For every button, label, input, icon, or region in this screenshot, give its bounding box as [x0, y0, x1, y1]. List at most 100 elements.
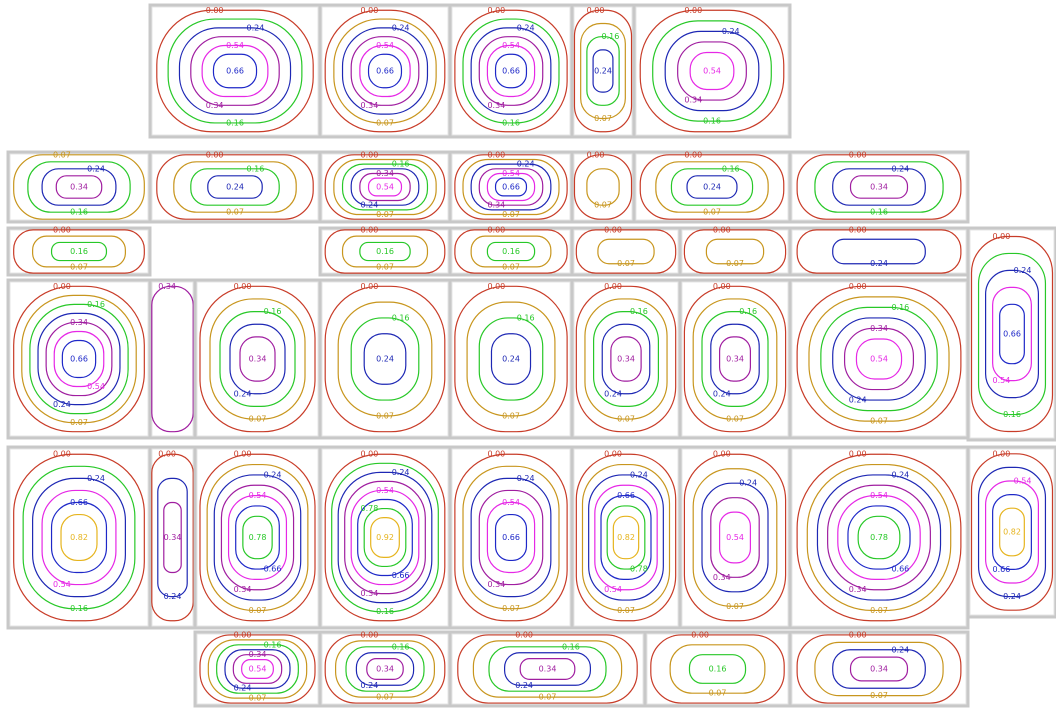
contour-label: 0.24: [360, 201, 378, 210]
contour-label: 0.00: [691, 630, 709, 639]
contour-label: 0.16: [70, 208, 88, 217]
contour-label: 0.54: [502, 41, 520, 50]
contour-label: 0.07: [53, 150, 71, 159]
contour-label: 0.00: [587, 6, 605, 15]
contour-label: 0.00: [487, 282, 505, 291]
contour-label: 0.24: [1014, 266, 1032, 275]
contour-label: 0.54: [604, 585, 622, 594]
contour-label: 0.16: [226, 118, 244, 127]
contour-label: 0.00: [849, 450, 867, 459]
contour-label: 0.54: [376, 486, 394, 495]
contour-label: 0.82: [617, 533, 635, 542]
contour-label: 0.24: [891, 645, 909, 654]
contour-label: 0.24: [849, 396, 867, 405]
contour-label: 0.82: [1003, 528, 1021, 537]
contour-label: 0.24: [234, 684, 252, 693]
contour-label: 0.24: [226, 183, 244, 192]
contour-label: 0.16: [891, 303, 909, 312]
contour-label: 0.54: [376, 183, 394, 192]
contour-label: 0.34: [617, 355, 635, 364]
page: {"level_colors": {"0.00": "#c83c28", "0.…: [0, 0, 1056, 711]
contour-label: 0.24: [517, 160, 535, 169]
contour-label: 0.07: [70, 418, 88, 427]
contour-label: 0.16: [392, 642, 410, 651]
contour-label: 0.24: [87, 474, 105, 483]
contour-label: 0.00: [158, 450, 176, 459]
contour-label: 0.54: [870, 355, 888, 364]
contour-label: 0.16: [376, 607, 394, 616]
contour-label: 0.66: [70, 498, 88, 507]
contour-label: 0.16: [70, 604, 88, 613]
contour-label: 0.07: [709, 689, 727, 698]
contour-label: 0.07: [502, 210, 520, 219]
contour-label: 0.16: [502, 118, 520, 127]
contour-label: 0.00: [234, 630, 252, 639]
contour-label: 0.07: [726, 602, 744, 611]
contour-label: 0.34: [870, 665, 888, 674]
contour-label: 0.24: [739, 479, 757, 488]
contour-label: 0.54: [703, 67, 721, 76]
contour-label: 0.07: [870, 691, 888, 700]
contour-label: 0.07: [376, 262, 394, 271]
contour-label: 0.34: [870, 324, 888, 333]
contour-label: 0.66: [502, 533, 520, 542]
contour-label: 0.24: [517, 474, 535, 483]
contour-label: 0.66: [226, 67, 244, 76]
contour-label: 0.16: [602, 32, 620, 41]
contour-label: 0.07: [594, 114, 612, 123]
contour-label: 0.24: [713, 389, 731, 398]
contour-label: 0.24: [53, 400, 71, 409]
contour-label: 0.16: [630, 307, 648, 316]
contour-label: 0.24: [87, 164, 105, 173]
contour-label: 0.07: [617, 259, 635, 268]
contour-label: 0.54: [726, 533, 744, 542]
contour-label: 0.16: [392, 160, 410, 169]
contour-label: 0.16: [870, 208, 888, 217]
contour-label: 0.00: [487, 150, 505, 159]
contour-label: 0.34: [849, 585, 867, 594]
contour-label: 0.16: [502, 247, 520, 256]
contour-label: 0.16: [264, 640, 282, 649]
contour-label: 0.34: [870, 183, 888, 192]
contour-label: 0.16: [703, 117, 721, 126]
contour-label: 0.66: [993, 565, 1011, 574]
contour-label: 0.00: [604, 450, 622, 459]
contour-label: 0.34: [234, 585, 252, 594]
contour-label: 0.00: [360, 282, 378, 291]
contour-label: 0.00: [604, 225, 622, 234]
contour-label: 0.00: [849, 150, 867, 159]
contour-label: 0.00: [360, 150, 378, 159]
contour-label: 0.66: [376, 67, 394, 76]
contour-label: 0.07: [376, 693, 394, 702]
contour-label: 0.07: [539, 693, 557, 702]
contour-label: 0.54: [376, 41, 394, 50]
contour-label: 0.07: [70, 262, 88, 271]
contour-label: 0.07: [726, 415, 744, 424]
contour-label: 0.24: [264, 470, 282, 479]
contour-label: 0.00: [206, 150, 224, 159]
contour-label: 0.34: [158, 282, 176, 291]
contour-label: 0.00: [604, 282, 622, 291]
contour-label: 0.00: [206, 6, 224, 15]
contour-label: 0.24: [376, 355, 394, 364]
contour-label: 0.00: [360, 225, 378, 234]
contour-label: 0.66: [1003, 330, 1021, 339]
contour-label: 0.00: [515, 630, 533, 639]
contour-label: 0.34: [376, 169, 394, 178]
contour-label: 0.24: [246, 23, 264, 32]
contour-label: 0.07: [376, 210, 394, 219]
contour-label: 0.00: [713, 450, 731, 459]
contour-label: 0.34: [487, 201, 505, 210]
contour-label: 0.07: [376, 118, 394, 127]
contour-label: 0.00: [849, 225, 867, 234]
contour-label: 0.00: [360, 450, 378, 459]
contour-label: 0.34: [487, 580, 505, 589]
contour-label: 0.00: [993, 449, 1011, 458]
contour-label: 0.24: [891, 470, 909, 479]
contour-label: 0.07: [870, 417, 888, 426]
contour-label: 0.66: [891, 565, 909, 574]
contour-label: 0.24: [360, 681, 378, 690]
contour-label: 0.34: [726, 355, 744, 364]
contour-label: 0.34: [376, 665, 394, 674]
contour-label: 0.34: [539, 665, 557, 674]
